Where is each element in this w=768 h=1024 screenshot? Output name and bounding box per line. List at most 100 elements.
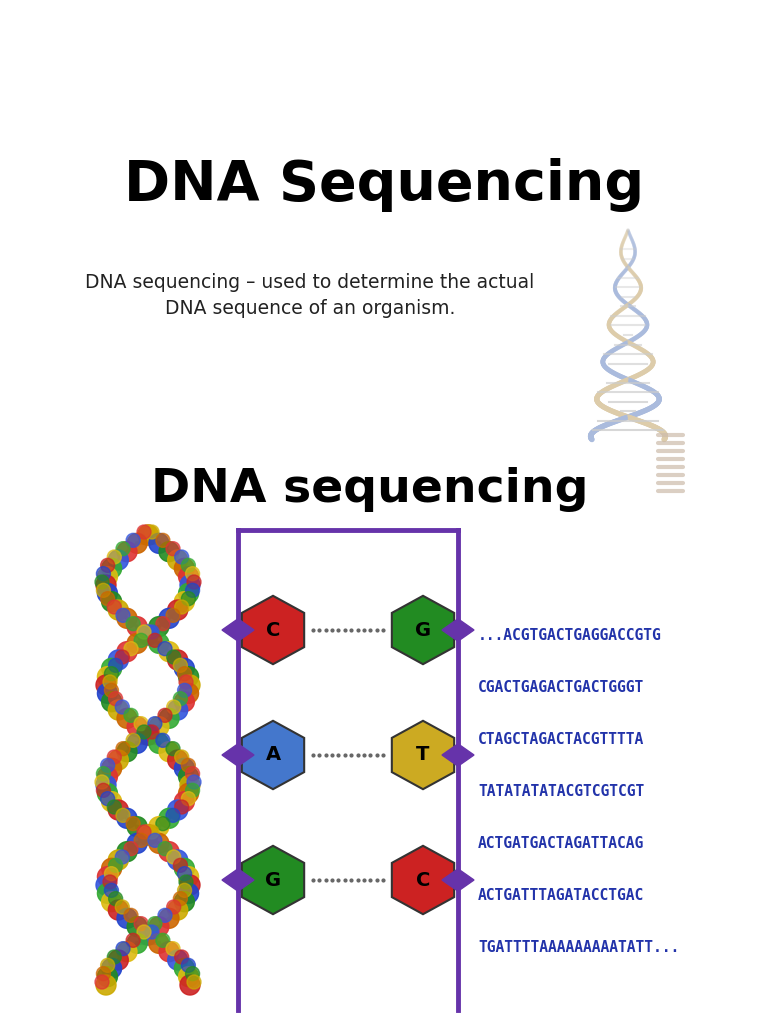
Circle shape	[97, 783, 111, 798]
Circle shape	[98, 683, 118, 703]
Circle shape	[117, 808, 137, 828]
Circle shape	[115, 850, 129, 864]
Circle shape	[179, 566, 199, 587]
Circle shape	[180, 975, 200, 995]
Circle shape	[137, 625, 151, 639]
Circle shape	[134, 717, 148, 731]
Circle shape	[98, 566, 118, 587]
Circle shape	[167, 900, 180, 914]
Circle shape	[126, 616, 140, 631]
Text: G: G	[265, 870, 281, 890]
Circle shape	[108, 750, 121, 764]
Circle shape	[127, 834, 147, 853]
Text: ...ACGTGACTGAGGACCGTG: ...ACGTGACTGAGGACCGTG	[478, 628, 662, 642]
Circle shape	[174, 892, 187, 905]
Circle shape	[108, 550, 121, 564]
Circle shape	[145, 725, 159, 739]
Circle shape	[174, 792, 194, 812]
Circle shape	[126, 933, 140, 947]
Circle shape	[116, 542, 130, 556]
Polygon shape	[442, 743, 474, 766]
Circle shape	[108, 900, 128, 920]
Circle shape	[158, 642, 172, 655]
Circle shape	[97, 967, 111, 981]
Circle shape	[174, 858, 187, 872]
Circle shape	[167, 700, 187, 720]
Text: TGATTTTAAAAAAAAATATT...: TGATTTTAAAAAAAAATATT...	[478, 939, 679, 954]
Circle shape	[174, 658, 187, 673]
Circle shape	[174, 600, 189, 614]
Circle shape	[174, 592, 194, 611]
Circle shape	[179, 767, 199, 786]
Circle shape	[101, 792, 114, 806]
Circle shape	[179, 675, 193, 689]
Circle shape	[166, 808, 180, 822]
Circle shape	[124, 709, 138, 722]
Circle shape	[137, 925, 151, 939]
Circle shape	[159, 842, 179, 861]
Circle shape	[108, 550, 128, 570]
Circle shape	[149, 717, 169, 736]
Text: G: G	[415, 621, 431, 640]
Circle shape	[186, 783, 200, 798]
Circle shape	[180, 675, 200, 695]
Circle shape	[116, 741, 130, 756]
Circle shape	[166, 608, 180, 623]
Circle shape	[167, 700, 180, 714]
Polygon shape	[442, 868, 474, 891]
Circle shape	[179, 866, 199, 887]
Circle shape	[108, 858, 123, 872]
Circle shape	[138, 625, 158, 645]
Circle shape	[96, 775, 116, 795]
Circle shape	[126, 534, 140, 548]
Circle shape	[108, 750, 128, 770]
Circle shape	[138, 725, 158, 745]
Circle shape	[166, 542, 180, 556]
Circle shape	[95, 975, 109, 989]
Circle shape	[177, 667, 191, 681]
Circle shape	[103, 874, 117, 889]
Text: DNA sequencing – used to determine the actual: DNA sequencing – used to determine the a…	[85, 273, 535, 293]
Circle shape	[108, 800, 121, 814]
Circle shape	[126, 733, 140, 748]
Circle shape	[167, 650, 187, 670]
Circle shape	[138, 925, 158, 945]
Circle shape	[127, 733, 147, 754]
Text: TATATATATACGTCGTCGT: TATATATATACGTCGTCGT	[478, 783, 644, 799]
Circle shape	[179, 967, 199, 987]
Circle shape	[179, 874, 193, 889]
Circle shape	[101, 658, 121, 678]
Circle shape	[167, 600, 187, 620]
Circle shape	[187, 575, 201, 589]
Circle shape	[149, 616, 169, 637]
Circle shape	[101, 759, 121, 778]
Circle shape	[138, 825, 158, 845]
Circle shape	[101, 592, 114, 605]
Circle shape	[148, 916, 162, 931]
Circle shape	[137, 725, 151, 739]
Circle shape	[108, 950, 128, 970]
Circle shape	[149, 933, 169, 953]
Circle shape	[108, 658, 123, 673]
Circle shape	[108, 650, 128, 670]
Text: DNA Sequencing: DNA Sequencing	[124, 158, 644, 212]
Circle shape	[181, 759, 195, 772]
Circle shape	[117, 542, 137, 562]
Circle shape	[101, 958, 121, 978]
Text: ACTGATTTAGATACCTGAC: ACTGATTTAGATACCTGAC	[478, 888, 644, 902]
Circle shape	[174, 800, 189, 814]
Circle shape	[167, 850, 187, 870]
Circle shape	[101, 691, 121, 712]
Polygon shape	[222, 743, 254, 766]
Circle shape	[115, 700, 129, 714]
Circle shape	[145, 925, 159, 939]
Circle shape	[127, 817, 147, 837]
Circle shape	[127, 717, 147, 736]
Circle shape	[101, 558, 114, 572]
Circle shape	[97, 767, 111, 780]
Circle shape	[174, 892, 194, 911]
Circle shape	[159, 542, 179, 562]
Circle shape	[174, 958, 194, 978]
Text: DNA sequencing: DNA sequencing	[151, 468, 589, 512]
Circle shape	[174, 858, 194, 879]
